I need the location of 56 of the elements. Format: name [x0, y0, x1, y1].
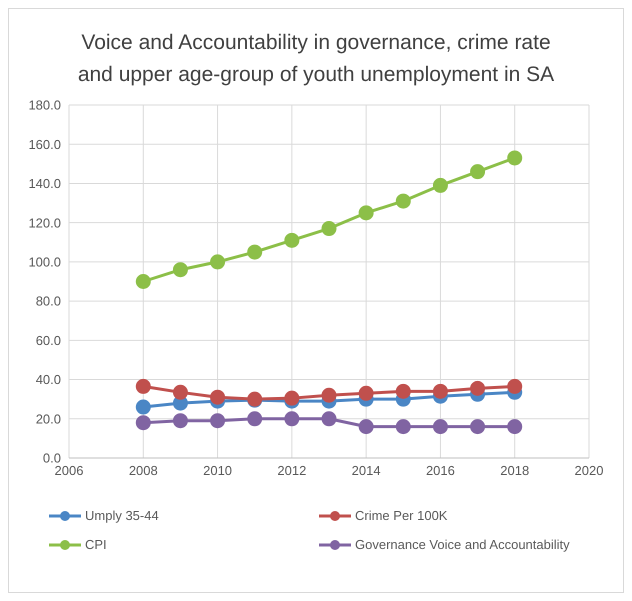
point [470, 164, 486, 180]
point [247, 244, 262, 260]
point [172, 384, 188, 400]
point [358, 205, 374, 220]
point [322, 221, 336, 236]
x-tick-label: 2010 [203, 463, 232, 478]
point [396, 194, 411, 209]
point [507, 419, 522, 434]
point [136, 415, 151, 430]
chart-title: Voice and Accountability in governance, crime rate and upper age-group of youth unemployment in SA [76, 30, 556, 88]
point [507, 378, 522, 394]
point [284, 232, 300, 248]
point [396, 384, 411, 399]
point [172, 262, 188, 278]
legend-label: Crime Per 100K [355, 508, 448, 523]
legend-label: Governance Voice and Accountability [355, 537, 570, 552]
point [210, 254, 226, 270]
y-tick-label: 40.0 [36, 372, 61, 388]
x-tick-label: 2020 [574, 463, 604, 478]
point [358, 386, 374, 401]
x-tick-label: 2014 [352, 463, 381, 478]
point [136, 274, 151, 289]
y-tick-label: 80.0 [36, 294, 61, 309]
point [210, 390, 226, 405]
point [470, 419, 486, 434]
y-tick-label: 60.0 [36, 332, 61, 348]
x-tick-label: 2006 [54, 463, 84, 478]
y-tick-label: 120.0 [28, 215, 61, 230]
point [172, 413, 188, 428]
x-tick-label: 2012 [277, 463, 306, 478]
y-tick-label: 180.0 [28, 98, 61, 113]
x-tick-label: 2016 [426, 463, 455, 478]
point [432, 384, 448, 399]
point [396, 419, 411, 434]
y-tick-label: 160.0 [28, 136, 61, 152]
point [322, 388, 336, 403]
y-tick-label: 100.0 [28, 254, 61, 270]
point [432, 178, 448, 193]
point [507, 150, 522, 166]
y-tick-label: 140.0 [28, 176, 61, 192]
legend-label: CPI [85, 537, 107, 552]
point [136, 400, 151, 415]
point [358, 419, 374, 434]
point [136, 378, 151, 394]
legend-label: Umply 35-44 [85, 508, 159, 523]
x-tick-label: 2018 [500, 463, 530, 478]
point [247, 411, 262, 426]
point [210, 413, 226, 428]
point [470, 380, 486, 396]
y-tick-label: 0.0 [42, 450, 61, 466]
point [284, 390, 300, 406]
x-tick-label: 2008 [128, 463, 158, 478]
point [432, 419, 448, 434]
point [284, 411, 300, 426]
point [322, 411, 336, 426]
y-tick-label: 20.0 [36, 411, 61, 426]
